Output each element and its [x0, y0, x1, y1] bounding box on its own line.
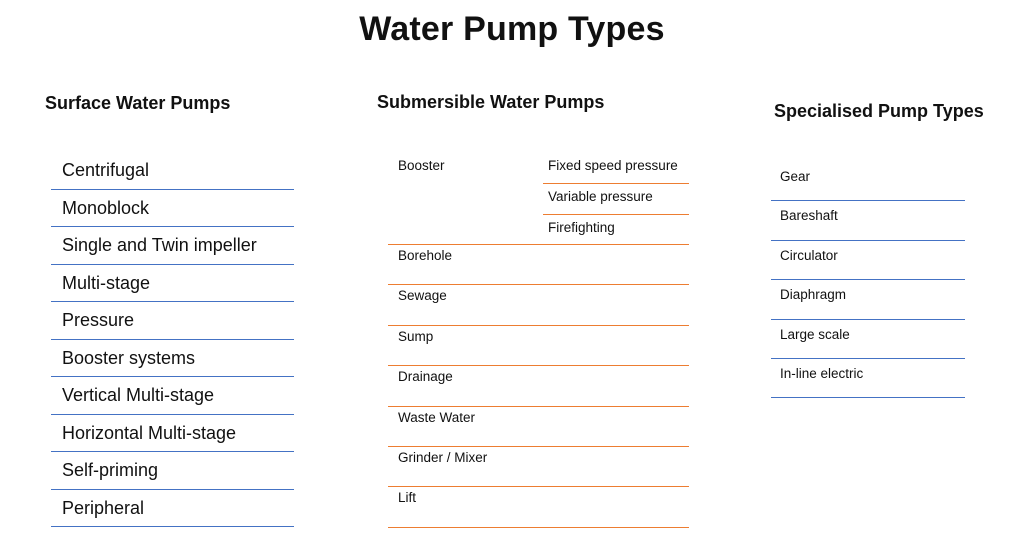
submersible-pumps-list: Borehole Sewage Sump Drainage Waste Wate…: [388, 245, 689, 528]
booster-subtype-item: Fixed speed pressure: [543, 153, 689, 184]
submersible-pumps-heading: Submersible Water Pumps: [377, 92, 605, 112]
list-item: Drainage: [388, 366, 689, 407]
list-item: Centrifugal: [51, 152, 294, 190]
list-item: Sump: [388, 326, 689, 367]
list-item: Multi-stage: [51, 265, 294, 302]
surface-pumps-heading: Surface Water Pumps: [45, 93, 231, 113]
booster-subtype-item: Variable pressure: [543, 184, 689, 215]
list-item: Circulator: [771, 241, 965, 281]
list-item: Large scale: [771, 320, 965, 359]
booster-subtype-item: Firefighting: [548, 220, 615, 235]
list-item: Sewage: [388, 285, 689, 326]
list-item: In-line electric: [771, 359, 965, 399]
list-item: Single and Twin impeller: [51, 227, 294, 265]
list-item: Gear: [771, 162, 965, 202]
list-item: Pressure: [51, 302, 294, 340]
list-item: Vertical Multi-stage: [51, 377, 294, 415]
list-item: Lift: [388, 487, 689, 528]
list-item: Self-priming: [51, 452, 294, 490]
specialised-pumps-list: Gear Bareshaft Circulator Diaphragm Larg…: [771, 162, 965, 399]
list-item: Borehole: [388, 245, 689, 286]
booster-label: Booster: [398, 158, 445, 173]
list-item: Monoblock: [51, 190, 294, 227]
list-item: Horizontal Multi-stage: [51, 415, 294, 452]
surface-pumps-list: Centrifugal Monoblock Single and Twin im…: [51, 152, 294, 527]
list-item: Peripheral: [51, 490, 294, 527]
list-item: Waste Water: [388, 407, 689, 447]
list-item: Booster systems: [51, 340, 294, 377]
list-item: Bareshaft: [771, 201, 965, 241]
list-item: Grinder / Mixer: [388, 447, 689, 488]
booster-divider: [388, 244, 689, 245]
booster-subtypes-list: Fixed speed pressure Variable pressure F…: [543, 153, 689, 246]
specialised-pumps-heading: Specialised Pump Types: [774, 101, 984, 121]
list-item: Diaphragm: [771, 280, 965, 320]
page-title: Water Pump Types: [359, 10, 665, 48]
